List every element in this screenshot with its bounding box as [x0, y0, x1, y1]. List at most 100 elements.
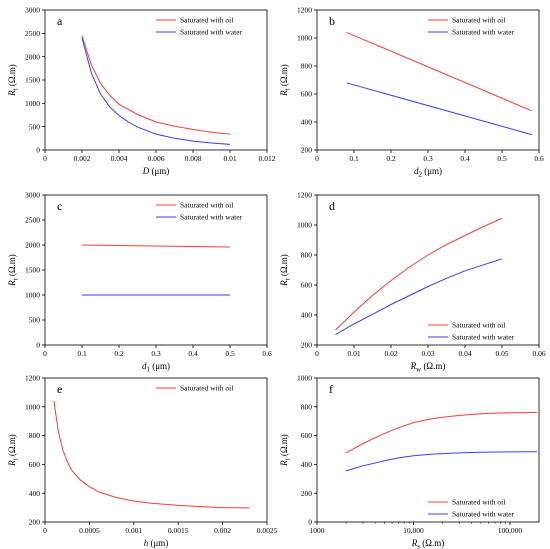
- x-tick-label: 0.001: [125, 526, 142, 535]
- x-tick-label: 0.05: [495, 349, 508, 358]
- x-tick-label: 0.002: [214, 526, 231, 535]
- legend-label: Saturated with oil: [452, 16, 505, 25]
- x-axis-label: Rs (Ω.m): [411, 538, 444, 549]
- y-tick-label: 400: [301, 311, 313, 320]
- x-tick-label: 100,000: [498, 526, 523, 535]
- legend-label: Saturated with water: [180, 213, 243, 222]
- x-tick-label: 0.3: [151, 349, 161, 358]
- series-line-saturated-with-oil: [81, 35, 231, 135]
- y-axis-label: Rt (Ω.m): [7, 254, 20, 287]
- y-tick-label: 1000: [297, 34, 312, 43]
- x-tick-label: 0.4: [460, 154, 470, 163]
- y-axis-label: Rt (Ω.m): [279, 64, 292, 97]
- panel-b: 0 0.1 0.2 0.3 0.4 0.5 0.6 200 400 600 800 1000 1200 d…: [279, 6, 544, 179]
- y-tick-label: 500: [29, 122, 41, 131]
- panel-label: d: [329, 199, 335, 213]
- y-tick-label: 400: [301, 460, 313, 469]
- x-tick-label: 0.5: [497, 154, 507, 163]
- series-line-saturated-with-water: [345, 451, 537, 472]
- x-tick-label: 0.0015: [168, 526, 189, 535]
- y-tick-label: 1200: [297, 6, 312, 15]
- panel-f: 1000 10,000 100,000 0 200 400 600 800 1000 Rs (Ω.…: [279, 374, 540, 549]
- x-tick-label: 0.0025: [257, 526, 278, 535]
- x-tick-label: 0: [315, 349, 319, 358]
- x-tick-label: 0.006: [148, 154, 165, 163]
- x-axis-label: D (μm): [142, 166, 170, 176]
- series-line-saturated-with-water: [81, 37, 231, 145]
- legend-label: Saturated with oil: [180, 201, 233, 210]
- series-line-saturated-with-water: [335, 258, 503, 335]
- x-tick-label: 0: [43, 526, 47, 535]
- legend-label: Saturated with water: [452, 333, 515, 342]
- legend-label: Saturated with oil: [180, 384, 233, 393]
- y-tick-label: 400: [29, 489, 41, 498]
- x-tick-label: 0.06: [532, 349, 545, 358]
- series-line-saturated-with-oil: [53, 400, 250, 509]
- x-tick-label: 0.0005: [79, 526, 100, 535]
- x-tick-label: 1000: [310, 526, 325, 535]
- y-tick-label: 3000: [25, 191, 40, 200]
- y-tick-label: 1000: [25, 402, 40, 411]
- y-tick-label: 600: [301, 431, 313, 440]
- x-axis-label: Rw (Ω.m): [410, 361, 446, 374]
- y-tick-label: 200: [29, 518, 41, 527]
- y-tick-label: 1500: [25, 266, 40, 275]
- y-tick-label: 800: [301, 251, 313, 260]
- panel-label: f: [329, 382, 333, 396]
- x-tick-label: 0.3: [423, 154, 433, 163]
- y-tick-label: 200: [301, 489, 313, 498]
- x-tick-label: 0.002: [74, 154, 91, 163]
- x-axis-label: d2 (μm): [414, 166, 442, 179]
- y-tick-label: 2000: [25, 52, 40, 61]
- x-tick-label: 0.004: [111, 154, 128, 163]
- y-axis-label: Rt (Ω.m): [7, 434, 20, 467]
- x-tick-label: 0.008: [185, 154, 202, 163]
- panel-label: c: [57, 199, 62, 213]
- y-tick-label: 1000: [25, 99, 40, 108]
- y-tick-label: 1500: [25, 76, 40, 85]
- y-axis-label: Rt (Ω.m): [7, 64, 20, 97]
- x-tick-label: 0.04: [458, 349, 471, 358]
- x-tick-label: 10,000: [403, 526, 424, 535]
- x-tick-label: 0: [315, 154, 319, 163]
- series-line-saturated-with-oil: [345, 411, 537, 454]
- x-axis-label: d1 (μm): [142, 361, 170, 374]
- x-tick-label: 0.5: [225, 349, 235, 358]
- y-tick-label: 1200: [25, 374, 40, 383]
- x-tick-label: 0.6: [534, 154, 544, 163]
- y-tick-label: 0: [36, 146, 40, 155]
- series-line-saturated-with-oil: [335, 217, 503, 331]
- legend-label: Saturated with water: [180, 28, 243, 37]
- y-axis-label: Rt (Ω.m): [279, 434, 292, 467]
- y-tick-label: 0: [36, 341, 40, 350]
- x-tick-label: 0.1: [77, 349, 87, 358]
- legend-label: Saturated with oil: [180, 16, 233, 25]
- series-line-saturated-with-water: [346, 82, 532, 136]
- x-tick-label: 0.2: [114, 349, 124, 358]
- y-tick-label: 2500: [25, 216, 40, 225]
- y-tick-label: 3000: [25, 6, 40, 15]
- panel-label: e: [57, 382, 62, 396]
- x-tick-label: 0.01: [347, 349, 360, 358]
- legend-label: Saturated with water: [452, 510, 515, 519]
- y-axis-label: Rt (Ω.m): [279, 254, 292, 287]
- y-tick-label: 600: [301, 90, 313, 99]
- y-tick-label: 800: [301, 402, 313, 411]
- panel-a: 0 0.002 0.004 0.006 0.008 0.01 0.012 0 500 1000 15…: [7, 6, 276, 176]
- y-tick-label: 1000: [297, 374, 312, 383]
- y-tick-label: 400: [301, 118, 313, 127]
- panel-c: 0 0.1 0.2 0.3 0.4 0.5 0.6 0 500 1000 1500 2000 2500 3…: [7, 191, 272, 374]
- y-tick-label: 800: [301, 62, 313, 71]
- y-tick-label: 500: [29, 316, 41, 325]
- x-tick-label: 0.6: [262, 349, 272, 358]
- y-tick-label: 600: [301, 281, 313, 290]
- y-tick-label: 2000: [25, 241, 40, 250]
- x-tick-label: 0.012: [259, 154, 276, 163]
- plot-frame: [316, 194, 540, 346]
- x-axis-label: h (μm): [144, 538, 169, 548]
- y-tick-label: 600: [29, 460, 41, 469]
- y-tick-label: 2500: [25, 29, 40, 38]
- x-tick-label: 0.1: [349, 154, 359, 163]
- x-tick-label: 0: [43, 154, 47, 163]
